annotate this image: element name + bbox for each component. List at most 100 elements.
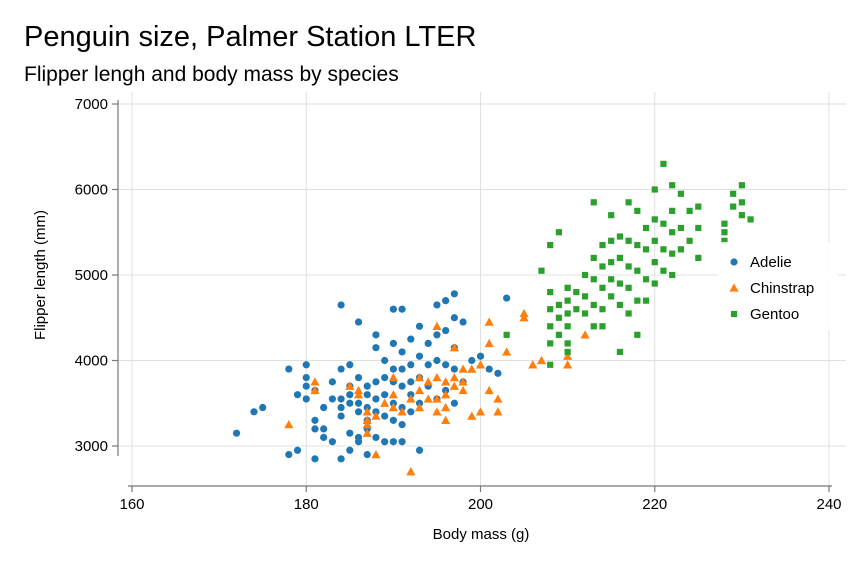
chinstrap-point	[502, 347, 512, 356]
legend-marker-chinstrap	[729, 283, 739, 292]
chinstrap-point	[449, 373, 459, 382]
adelie-point	[302, 374, 310, 382]
chinstrap-point	[432, 321, 442, 330]
adelie-point	[433, 301, 441, 309]
gentoo-point	[547, 306, 554, 313]
adelie-point	[442, 361, 450, 369]
gentoo-point	[564, 284, 571, 291]
gentoo-point	[547, 361, 554, 368]
adelie-point	[337, 412, 345, 420]
gentoo-point	[581, 293, 589, 300]
gentoo-point	[634, 207, 641, 214]
chinstrap-point	[467, 411, 477, 420]
legend-background	[718, 242, 838, 330]
chinstrap-point	[441, 390, 451, 399]
y-axis-title: Flipper length (mm)	[32, 210, 49, 340]
chinstrap-point	[493, 394, 503, 403]
gentoo-point	[642, 297, 650, 304]
gentoo-point	[608, 276, 615, 283]
gentoo-point	[599, 323, 606, 330]
adelie-point	[398, 438, 406, 446]
adelie-point	[346, 391, 354, 399]
chinstrap-point	[441, 402, 451, 412]
adelie-point	[346, 399, 354, 407]
x-tick-label: 220	[642, 496, 667, 513]
gentoo-point	[625, 284, 632, 291]
adelie-point	[337, 395, 345, 403]
adelie-point	[503, 294, 511, 302]
gentoo-point	[634, 241, 641, 249]
chinstrap-point	[493, 407, 503, 416]
gentoo-point	[634, 297, 641, 304]
chinstrap-point	[353, 385, 364, 395]
adelie-point	[293, 391, 302, 399]
adelie-point	[311, 455, 319, 463]
gentoo-point	[642, 224, 650, 232]
adelie-point	[354, 399, 363, 407]
gentoo-point	[564, 348, 571, 356]
gentoo-point	[616, 233, 623, 240]
gentoo-point	[747, 216, 754, 223]
chinstrap-point	[484, 317, 494, 326]
gentoo-point	[555, 314, 563, 321]
adelie-point	[398, 305, 406, 313]
chinstrap-point	[475, 360, 486, 369]
gentoo-point	[555, 331, 563, 338]
gentoo-point	[660, 246, 667, 253]
gentoo-point	[660, 267, 667, 274]
chinstrap-point	[519, 308, 529, 318]
gentoo-point	[669, 250, 676, 257]
y-tick-label: 5000	[75, 267, 108, 284]
adelie-point	[320, 425, 328, 433]
legend-marker-gentoo	[730, 310, 738, 318]
chinstrap-point	[536, 355, 547, 365]
chinstrap-point	[362, 407, 372, 416]
adelie-point	[381, 438, 389, 446]
x-tick-label: 180	[294, 496, 319, 513]
gentoo-point	[503, 331, 510, 338]
chinstrap-point	[458, 364, 468, 373]
gentoo-point	[738, 182, 745, 189]
gentoo-point	[608, 212, 615, 219]
adelie-point	[442, 326, 450, 335]
gentoo-point	[721, 237, 728, 244]
chinstrap-point	[467, 364, 477, 373]
adelie-point	[285, 450, 293, 459]
x-tick-label: 160	[119, 496, 144, 513]
adelie-point	[363, 391, 371, 399]
gentoo-point	[538, 267, 545, 274]
adelie-point	[407, 335, 415, 343]
gentoo-point	[564, 340, 571, 347]
adelie-point	[372, 433, 380, 442]
adelie-point	[485, 365, 493, 373]
gentoo-point	[590, 323, 597, 330]
chinstrap-point	[580, 330, 590, 339]
adelie-point	[354, 374, 363, 382]
gentoo-point	[547, 340, 554, 347]
chinstrap-point	[371, 449, 381, 459]
adelie-point	[389, 365, 397, 373]
gentoo-point	[651, 216, 658, 223]
adelie-point	[442, 297, 450, 305]
gentoo-point	[573, 289, 580, 296]
y-tick-label: 3000	[75, 438, 108, 455]
adelie-point	[468, 356, 476, 365]
gentoo-point	[721, 220, 728, 227]
x-axis-title: Body mass (g)	[433, 526, 530, 543]
adelie-point	[250, 408, 258, 416]
adelie-point	[494, 369, 502, 377]
gentoo-point	[599, 284, 606, 291]
chinstrap-point	[284, 420, 294, 429]
adelie-point	[346, 429, 354, 437]
gentoo-point	[660, 220, 667, 227]
gentoo-point	[677, 246, 684, 253]
adelie-point	[293, 446, 302, 454]
gentoo-point	[677, 224, 684, 232]
gentoo-point	[616, 301, 623, 309]
chart-subtitle: Flipper lengh and body mass by species	[24, 63, 399, 86]
adelie-point	[398, 421, 406, 429]
tick-labels: 160 180 200 220 240 3000 4000 5000 6000 7000	[75, 96, 842, 513]
adelie-point	[398, 382, 406, 390]
chinstrap-point	[519, 313, 529, 322]
adelie-point	[302, 382, 310, 390]
